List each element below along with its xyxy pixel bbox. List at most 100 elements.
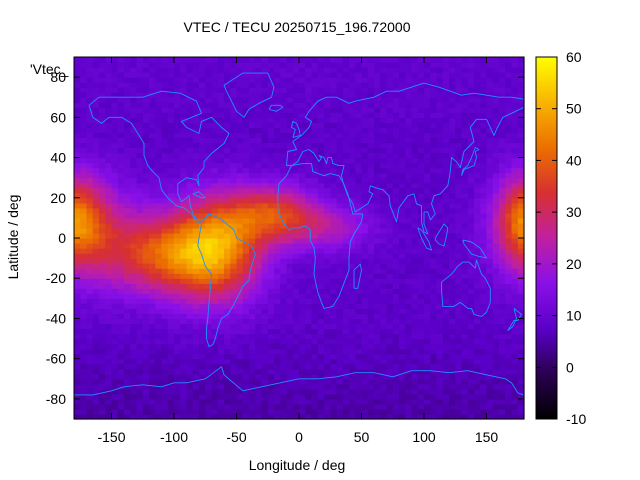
heatmap-cell [311, 338, 319, 345]
heatmap-cell [199, 152, 206, 159]
heatmap-cell [330, 117, 338, 123]
heatmap-cell [267, 263, 275, 269]
heatmap-cell [217, 393, 225, 400]
heatmap-cell [505, 137, 513, 144]
heatmap-cell [430, 403, 438, 410]
heatmap-cell [167, 273, 175, 279]
heatmap-cell [474, 212, 481, 219]
heatmap-cell [380, 348, 388, 355]
heatmap-cell [349, 227, 356, 234]
heatmap-cell [242, 358, 250, 365]
heatmap-cell [349, 92, 356, 98]
heatmap-cell [499, 172, 506, 179]
heatmap-cell [386, 308, 394, 315]
heatmap-cell [186, 117, 194, 123]
heatmap-cell [211, 72, 219, 78]
heatmap-cell [155, 222, 163, 229]
heatmap-cell [149, 112, 156, 118]
heatmap-cell [117, 328, 125, 335]
heatmap-cell [442, 278, 450, 284]
heatmap-cell [380, 87, 388, 93]
heatmap-cell [224, 293, 231, 299]
heatmap-cell [117, 232, 125, 239]
heatmap-cell [192, 97, 200, 103]
heatmap-cell [167, 403, 175, 410]
heatmap-cell [342, 273, 350, 279]
heatmap-cell [386, 107, 394, 113]
heatmap-cell [217, 338, 225, 345]
heatmap-cell [455, 77, 463, 83]
heatmap-cell [361, 232, 369, 239]
heatmap-cell [324, 383, 331, 390]
heatmap-cell [405, 313, 413, 320]
heatmap-cell [217, 152, 225, 159]
heatmap-cell [224, 328, 231, 335]
heatmap-cell [224, 388, 231, 395]
heatmap-cell [236, 167, 244, 174]
heatmap-cell [374, 82, 381, 88]
heatmap-cell [174, 383, 181, 390]
heatmap-cell [80, 227, 88, 234]
heatmap-cell [130, 102, 138, 108]
heatmap-cell [392, 232, 400, 239]
heatmap-cell [499, 92, 506, 98]
heatmap-cell [199, 293, 206, 299]
heatmap-cell [399, 248, 406, 254]
heatmap-cell [324, 177, 331, 184]
heatmap-cell [280, 348, 288, 355]
heatmap-cell [217, 182, 225, 189]
heatmap-cell [324, 298, 331, 304]
heatmap-cell [149, 92, 156, 98]
heatmap-cell [311, 308, 319, 315]
heatmap-cell [392, 263, 400, 269]
heatmap-cell [455, 378, 463, 385]
heatmap-cell [292, 368, 300, 375]
heatmap-cell [167, 142, 175, 149]
heatmap-cell [149, 77, 156, 83]
heatmap-cell [474, 398, 481, 405]
heatmap-cell [311, 393, 319, 400]
heatmap-cell [280, 92, 288, 98]
heatmap-cell [355, 353, 363, 360]
heatmap-cell [242, 333, 250, 340]
heatmap-cell [305, 147, 313, 154]
heatmap-cell [430, 132, 438, 139]
heatmap-cell [74, 308, 81, 315]
heatmap-cell [311, 222, 319, 229]
heatmap-cell [374, 263, 381, 269]
heatmap-cell [130, 333, 138, 340]
heatmap-cell [317, 288, 325, 294]
heatmap-cell [380, 378, 388, 385]
heatmap-cell [517, 72, 525, 78]
heatmap-cell [461, 288, 469, 294]
heatmap-cell [374, 77, 381, 83]
heatmap-cell [230, 137, 238, 144]
heatmap-cell [342, 283, 350, 289]
heatmap-cell [449, 132, 456, 139]
heatmap-cell [186, 353, 194, 360]
heatmap-cell [155, 323, 163, 330]
heatmap-cell [411, 248, 419, 254]
heatmap-cell [99, 177, 106, 184]
heatmap-cell [205, 137, 213, 144]
heatmap-cell [336, 212, 344, 219]
heatmap-cell [261, 258, 269, 264]
heatmap-cell [505, 142, 513, 149]
heatmap-cell [230, 238, 238, 244]
heatmap-cell [242, 77, 250, 83]
heatmap-cell [461, 212, 469, 219]
heatmap-cell [361, 398, 369, 405]
heatmap-cell [99, 283, 106, 289]
heatmap-cell [136, 117, 144, 123]
heatmap-cell [480, 293, 488, 299]
heatmap-cell [230, 243, 238, 249]
heatmap-cell [511, 348, 519, 355]
heatmap-cell [317, 167, 325, 174]
heatmap-cell [299, 308, 306, 315]
heatmap-cell [86, 293, 94, 299]
heatmap-cell [161, 333, 169, 340]
heatmap-cell [449, 333, 456, 340]
heatmap-cell [405, 393, 413, 400]
heatmap-cell [249, 393, 256, 400]
heatmap-cell [99, 202, 106, 209]
